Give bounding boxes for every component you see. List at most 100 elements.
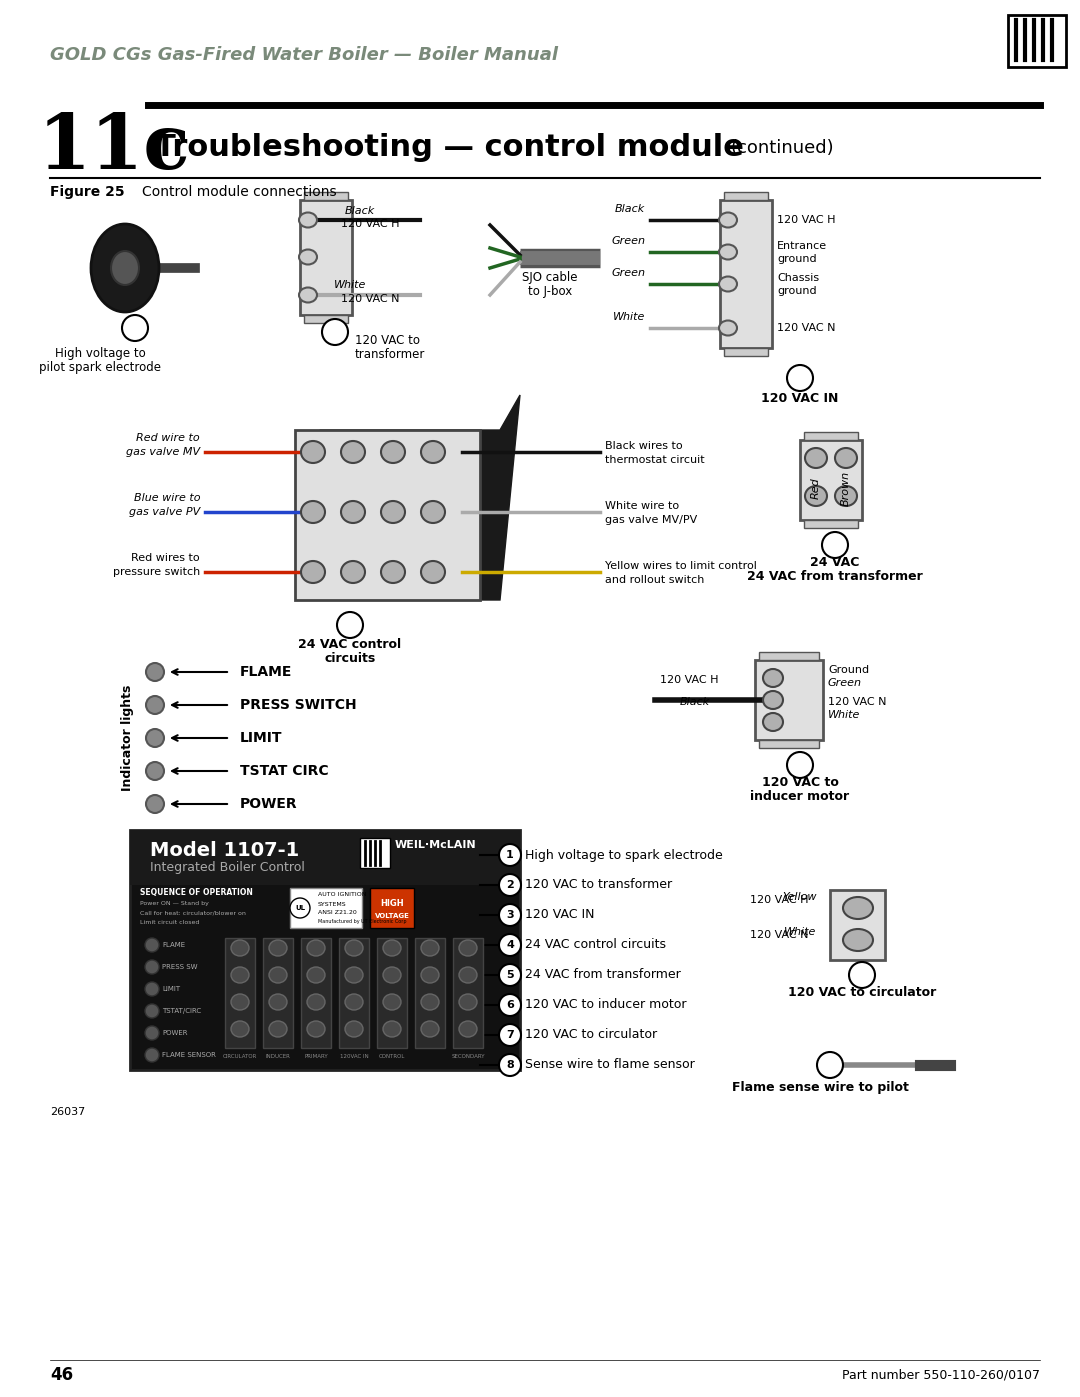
Ellipse shape — [381, 562, 405, 583]
Text: 4: 4 — [507, 940, 514, 950]
Ellipse shape — [459, 995, 477, 1010]
Ellipse shape — [345, 967, 363, 983]
Circle shape — [499, 1053, 521, 1076]
Circle shape — [787, 365, 813, 391]
Ellipse shape — [301, 562, 325, 583]
Text: INDUCER: INDUCER — [266, 1053, 291, 1059]
Ellipse shape — [231, 967, 249, 983]
Text: White: White — [828, 710, 861, 719]
Text: Figure 25: Figure 25 — [50, 184, 124, 198]
Ellipse shape — [299, 288, 318, 303]
Circle shape — [146, 696, 164, 714]
Text: Entrance: Entrance — [777, 242, 827, 251]
Text: ground: ground — [777, 254, 816, 264]
Text: 3: 3 — [507, 909, 514, 921]
Text: Red wire to: Red wire to — [136, 433, 200, 443]
Text: FLAME: FLAME — [162, 942, 185, 949]
Text: SEQUENCE OF OPERATION: SEQUENCE OF OPERATION — [140, 887, 253, 897]
Text: LIMIT: LIMIT — [162, 986, 180, 992]
Bar — [724, 191, 768, 200]
Text: Flame sense wire to pilot: Flame sense wire to pilot — [731, 1080, 908, 1094]
Circle shape — [337, 612, 363, 638]
Ellipse shape — [383, 940, 401, 956]
Ellipse shape — [381, 441, 405, 462]
Circle shape — [822, 532, 848, 557]
Bar — [755, 659, 823, 740]
Bar — [1008, 15, 1066, 67]
Text: Red wires to: Red wires to — [132, 553, 200, 563]
Text: 7: 7 — [858, 968, 866, 982]
Bar — [295, 430, 480, 599]
Text: 120 VAC IN: 120 VAC IN — [525, 908, 594, 922]
Ellipse shape — [459, 1021, 477, 1037]
Text: FLAME SENSOR: FLAME SENSOR — [162, 1052, 216, 1058]
Circle shape — [291, 898, 310, 918]
Text: LIMIT: LIMIT — [240, 731, 283, 745]
Text: Indicator lights: Indicator lights — [121, 685, 135, 791]
Text: 120 VAC IN: 120 VAC IN — [761, 391, 839, 405]
Text: UL: UL — [295, 905, 305, 911]
Ellipse shape — [91, 224, 159, 312]
Ellipse shape — [383, 1021, 401, 1037]
Text: 24 VAC from transformer: 24 VAC from transformer — [747, 570, 923, 584]
Text: CIRCULATOR: CIRCULATOR — [222, 1053, 257, 1059]
Text: Ground: Ground — [828, 665, 869, 675]
Text: 46: 46 — [50, 1366, 73, 1384]
Ellipse shape — [269, 995, 287, 1010]
Ellipse shape — [805, 486, 827, 506]
Bar — [759, 740, 819, 747]
Bar — [800, 440, 862, 520]
Ellipse shape — [459, 967, 477, 983]
Text: 7: 7 — [507, 1030, 514, 1039]
Text: and rollout switch: and rollout switch — [605, 576, 704, 585]
Text: inducer motor: inducer motor — [751, 791, 850, 803]
Text: gas valve MV: gas valve MV — [126, 447, 200, 457]
Ellipse shape — [719, 212, 737, 228]
Text: 120 VAC to transformer: 120 VAC to transformer — [525, 879, 672, 891]
Ellipse shape — [307, 995, 325, 1010]
Text: White: White — [334, 279, 366, 291]
Text: 120 VAC to: 120 VAC to — [761, 777, 838, 789]
Text: Black: Black — [345, 205, 375, 217]
Text: Yellow wires to limit control: Yellow wires to limit control — [605, 562, 757, 571]
Text: 8: 8 — [507, 1060, 514, 1070]
Text: Power ON — Stand by: Power ON — Stand by — [140, 901, 208, 905]
Bar — [377, 937, 407, 1048]
Text: Chassis: Chassis — [777, 272, 819, 284]
Ellipse shape — [762, 669, 783, 687]
Text: 5: 5 — [507, 970, 514, 981]
Circle shape — [145, 1025, 159, 1039]
Text: 4: 4 — [346, 619, 354, 631]
Text: 8: 8 — [826, 1059, 835, 1071]
Ellipse shape — [421, 995, 438, 1010]
Text: Green: Green — [828, 678, 862, 687]
Bar — [130, 830, 519, 1070]
Ellipse shape — [307, 1021, 325, 1037]
Ellipse shape — [301, 441, 325, 462]
Ellipse shape — [341, 502, 365, 522]
Text: 1: 1 — [507, 849, 514, 861]
Text: White: White — [784, 928, 816, 937]
Ellipse shape — [341, 441, 365, 462]
Ellipse shape — [299, 250, 318, 264]
Ellipse shape — [345, 995, 363, 1010]
Bar — [453, 937, 483, 1048]
Ellipse shape — [301, 502, 325, 522]
Text: 120 VAC to circulator: 120 VAC to circulator — [525, 1028, 657, 1042]
Text: gas valve PV: gas valve PV — [129, 507, 200, 517]
Text: 120 VAC N: 120 VAC N — [777, 323, 836, 332]
Text: Green: Green — [611, 236, 645, 246]
Circle shape — [145, 937, 159, 951]
Ellipse shape — [421, 562, 445, 583]
Ellipse shape — [421, 967, 438, 983]
Circle shape — [146, 729, 164, 747]
Text: thermostat circuit: thermostat circuit — [605, 455, 704, 465]
Text: FLAME: FLAME — [240, 665, 293, 679]
Bar — [301, 937, 330, 1048]
Bar — [264, 937, 293, 1048]
Ellipse shape — [345, 1021, 363, 1037]
Ellipse shape — [835, 448, 858, 468]
Ellipse shape — [843, 929, 873, 951]
Text: 24 VAC control: 24 VAC control — [298, 638, 402, 651]
Ellipse shape — [381, 502, 405, 522]
